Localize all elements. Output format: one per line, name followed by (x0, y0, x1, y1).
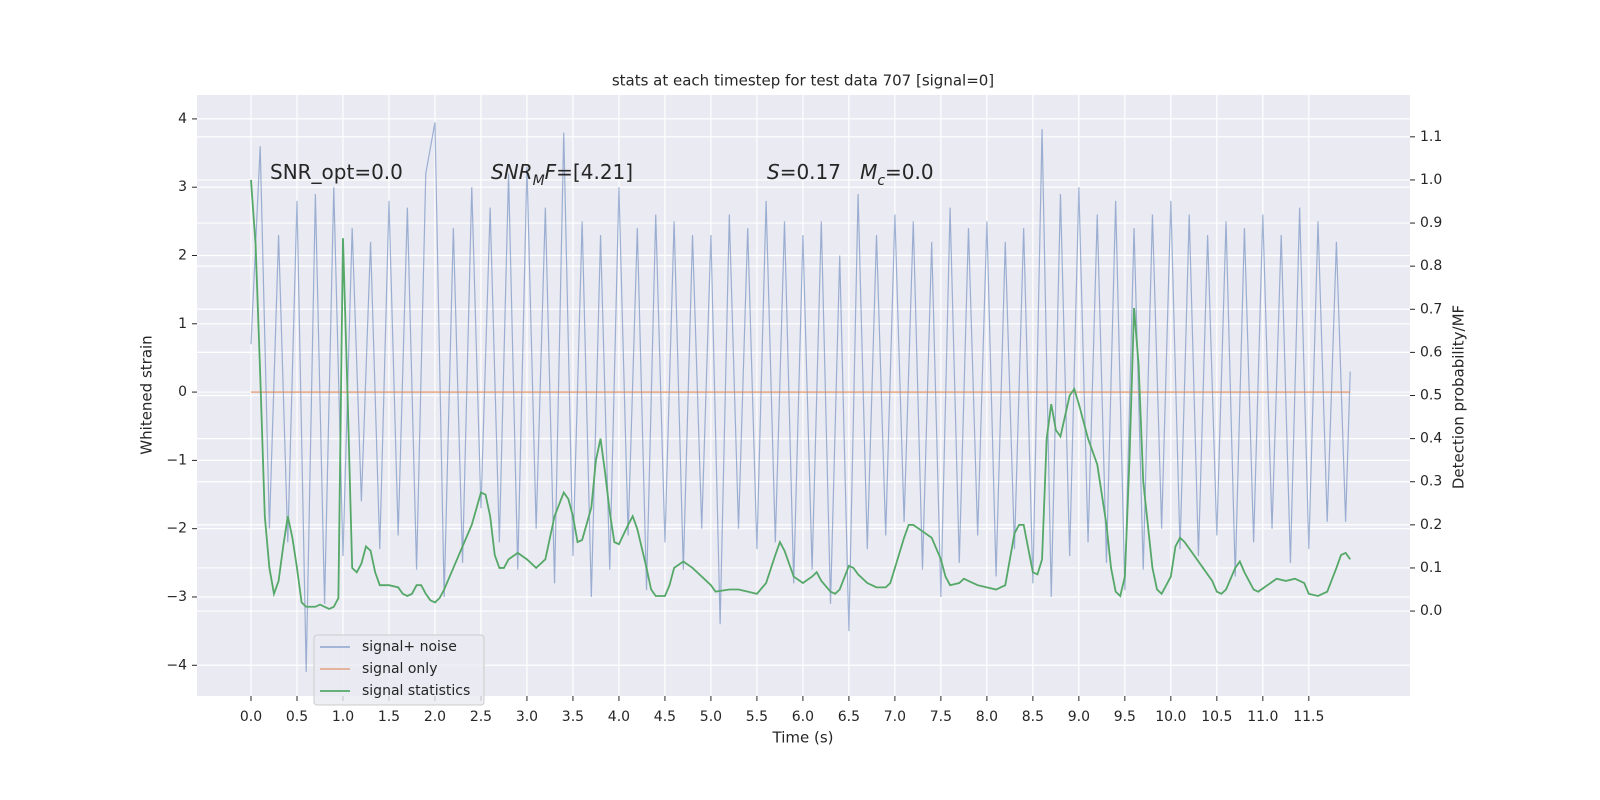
annotation-part: F (545, 160, 557, 184)
x-tick-label: 2.5 (470, 709, 492, 725)
marks (250, 122, 1351, 673)
y-tick-label: 4 (178, 111, 187, 127)
annotation-part: SNR (491, 160, 533, 184)
x-tick-label: 5.5 (746, 709, 768, 725)
y-tick-label: −2 (166, 521, 187, 537)
x-axis-label: Time (s) (772, 729, 834, 747)
x-tick-label: 2.0 (424, 709, 446, 725)
x-tick-label: 1.0 (332, 709, 354, 725)
annotation-part: M (533, 173, 545, 189)
y2-tick-label: 0.5 (1420, 388, 1442, 404)
x-tick-label: 5.0 (700, 709, 722, 725)
y2-tick-label: 0.9 (1420, 215, 1442, 231)
y2-tick-label: 0.4 (1420, 431, 1442, 447)
annotation: SNRMF=[4.21] (491, 160, 633, 190)
y2-tick-label: 0.6 (1420, 344, 1442, 360)
x-tick-label: 3.5 (562, 709, 584, 725)
y-tick-label: 3 (178, 179, 187, 195)
y-tick-label: −1 (166, 452, 187, 468)
x-tick-label: 7.0 (884, 709, 906, 725)
legend-box (313, 634, 485, 706)
x-tick-label: 6.0 (792, 709, 814, 725)
y-tick-label: −3 (166, 589, 187, 605)
x-tick-label: 4.5 (654, 709, 676, 725)
x-tick-label: 9.5 (1114, 709, 1136, 725)
annotation-part: c (877, 173, 885, 189)
x-tick-label: 8.5 (1022, 709, 1044, 725)
y2-tick-label: 0.3 (1420, 474, 1442, 490)
y-tick-label: 2 (178, 247, 187, 263)
series-line (250, 122, 1351, 673)
x-tick-label: 0.0 (240, 709, 262, 725)
y2-tick-label: 0.0 (1420, 603, 1442, 619)
annotation-part: M (860, 160, 877, 184)
x-tick-label: 1.5 (378, 709, 400, 725)
x-tick-label: 10.5 (1201, 709, 1232, 725)
y2-tick-label: 1.0 (1420, 172, 1442, 188)
y2-tick-label: 1.1 (1420, 129, 1442, 145)
x-tick-label: 8.0 (976, 709, 998, 725)
y-tick-label: 1 (178, 316, 187, 332)
legend-label: signal only (362, 661, 437, 677)
x-tick-label: 3.0 (516, 709, 538, 725)
y2-axis-label: Detection probability/MF (1450, 305, 1468, 489)
annotation: SNR_opt=0.0 (270, 160, 403, 184)
annotation-part: S (767, 160, 780, 184)
y2-tick-label: 0.1 (1420, 560, 1442, 576)
annotation-part: =0.17 (780, 160, 860, 184)
annotation-part: SNR_opt=0.0 (270, 160, 403, 184)
x-tick-label: 10.0 (1155, 709, 1186, 725)
annotation-part: =0.0 (885, 160, 934, 184)
series-line (250, 179, 1351, 610)
y-tick-label: 0 (178, 384, 187, 400)
annotation-part: =[4.21] (556, 160, 633, 184)
y2-tick-label: 0.8 (1420, 258, 1442, 274)
y2-tick-label: 0.7 (1420, 301, 1442, 317)
legend-label: signal+ noise (362, 639, 457, 655)
x-tick-label: 11.5 (1293, 709, 1324, 725)
y-axis-label: Whitened strain (138, 335, 156, 454)
x-tick-label: 7.5 (930, 709, 952, 725)
x-tick-label: 0.5 (286, 709, 308, 725)
chart-title: stats at each timestep for test data 707… (612, 72, 994, 90)
x-tick-label: 4.0 (608, 709, 630, 725)
annotation: S=0.17 Mc=0.0 (767, 160, 934, 190)
x-tick-label: 11.0 (1247, 709, 1278, 725)
x-tick-label: 9.0 (1068, 709, 1090, 725)
legend-label: signal statistics (362, 683, 470, 699)
y-tick-label: −4 (166, 657, 187, 673)
y2-tick-label: 0.2 (1420, 517, 1442, 533)
x-tick-label: 6.5 (838, 709, 860, 725)
